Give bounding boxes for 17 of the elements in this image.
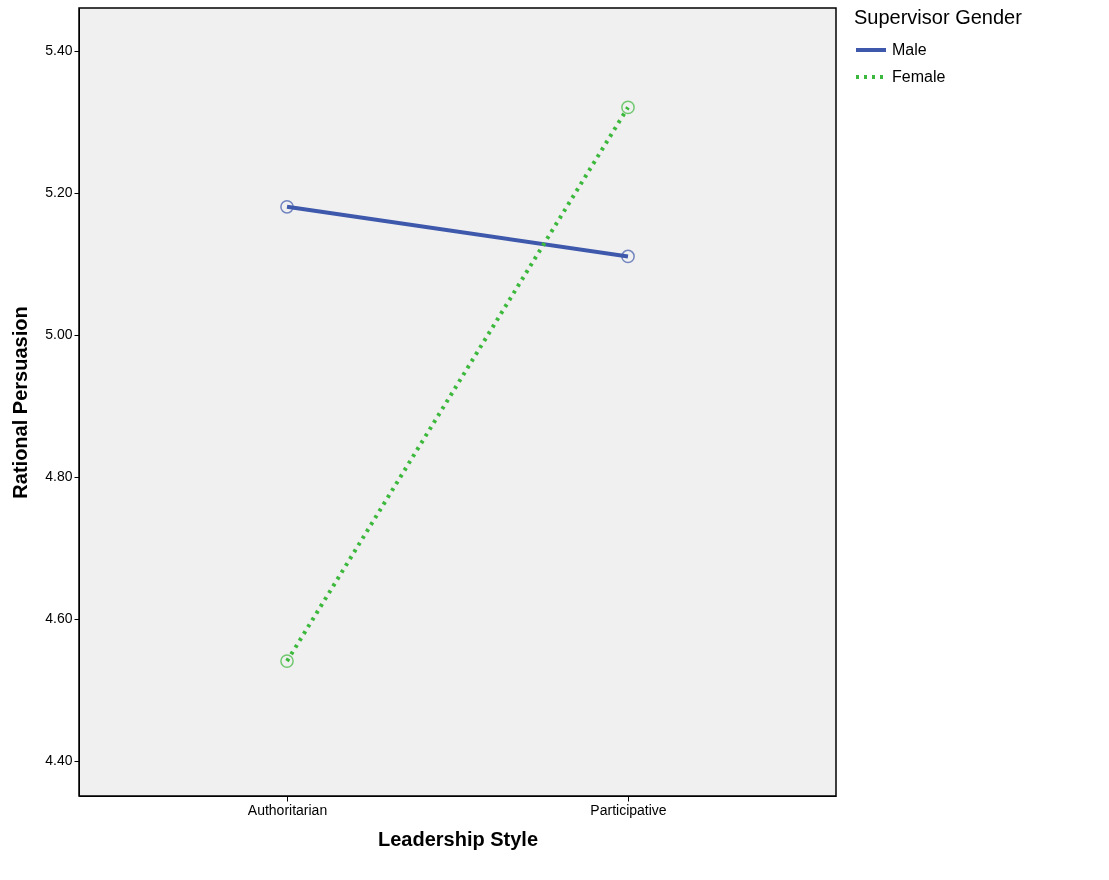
legend-title: Supervisor Gender — [854, 6, 1023, 28]
legend-label: Female — [892, 68, 946, 85]
point — [280, 199, 294, 214]
y-tick-label: 4.80 — [45, 468, 73, 485]
y-tick-label: 5.00 — [45, 326, 73, 343]
legend-label: Male — [892, 41, 927, 58]
point — [621, 249, 635, 264]
x-tick-label: Participative — [590, 801, 667, 818]
point — [621, 100, 635, 115]
y-tick-label: 5.20 — [45, 184, 73, 201]
y-tick-label: 4.40 — [45, 752, 73, 768]
x-axis-title: Leadership Style — [377, 827, 539, 850]
point — [280, 654, 294, 668]
y-tick-label: 4.60 — [45, 610, 73, 627]
y-axis-title: Rational Persuasion — [9, 306, 32, 499]
x-tick-label: Authoritarian — [247, 801, 328, 818]
y-tick-label: 5.40 — [45, 42, 73, 59]
